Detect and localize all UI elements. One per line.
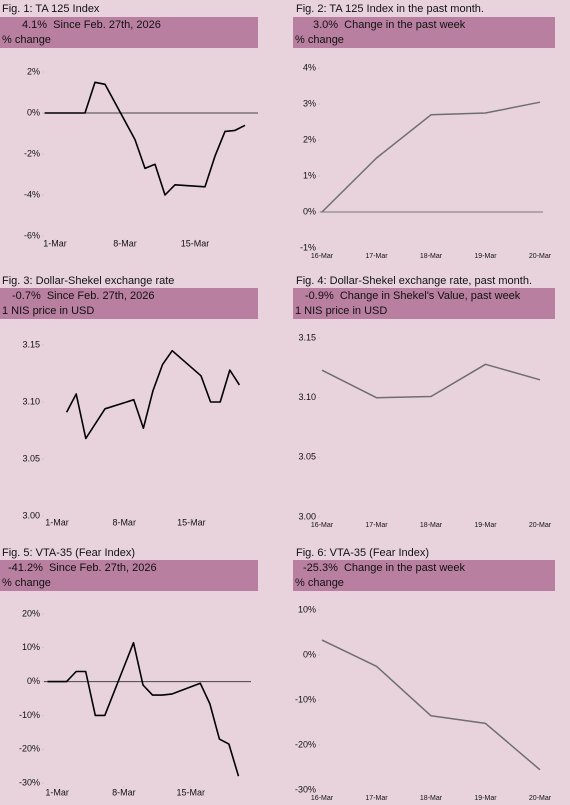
data-line [321,101,541,213]
x-tick-label: 19-Mar [474,522,497,529]
x-tick-label: 18-Mar [420,795,443,802]
unit-label: % change [2,577,51,589]
y-tick-label: -20% [19,744,40,754]
x-tick-label: 1-Mar [45,787,69,797]
y-tick-label: 0% [303,206,316,216]
x-tick-label: 17-Mar [365,522,388,529]
y-tick-label: 1% [303,170,316,180]
y-tick-label: 3.10 [298,392,316,402]
y-tick-label: 3.15 [22,339,40,349]
unit-label: 1 NIS price in USD [295,305,387,317]
data-line [45,81,246,196]
headline: -0.9% Change in Shekel's Value, past wee… [305,290,521,302]
headline-box [293,560,555,591]
headline: -0.7% Since Feb. 27th, 2026 [12,290,154,302]
unit-label: % change [295,577,344,589]
data-line [65,349,241,440]
x-tick-label: 20-Mar [529,522,552,529]
y-tick-label: -20% [295,739,316,749]
x-tick-label: 1-Mar [43,238,67,248]
x-tick-label: 15-Mar [181,238,210,248]
unit-label: 1 NIS price in USD [2,305,94,317]
y-tick-label: 2% [27,66,40,76]
y-tick-label: 3.15 [298,332,316,342]
x-tick-label: 19-Mar [474,253,497,260]
headline-box [293,288,555,319]
data-line [321,363,541,399]
y-tick-label: -10% [295,694,316,704]
headline-box [0,560,258,591]
x-tick-label: 8-Mar [113,238,137,248]
figure-title: Fig. 4: Dollar-Shekel exchange rate, pas… [296,275,532,287]
y-tick-label: 0% [27,676,40,686]
x-tick-label: 20-Mar [529,795,552,802]
y-tick-label: 4% [303,62,316,72]
x-tick-label: 18-Mar [420,522,443,529]
figure-title: Fig. 1: TA 125 Index [2,3,100,15]
x-tick-label: 8-Mar [112,787,136,797]
y-tick-label: 3.10 [22,396,40,406]
x-tick-label: 17-Mar [365,795,388,802]
headline: 3.0% Change in the past week [313,19,466,31]
y-tick-label: 0% [303,649,316,659]
x-tick-label: 20-Mar [529,253,552,260]
y-tick-label: 20% [22,608,40,618]
x-tick-label: 8-Mar [112,517,136,527]
unit-label: % change [295,34,344,46]
headline-box [0,17,258,48]
y-tick-label: 3.05 [298,452,316,462]
y-tick-label: 2% [303,134,316,144]
figure-title: Fig. 2: TA 125 Index in the past month. [296,3,484,15]
headline-box [0,288,258,319]
x-tick-label: 19-Mar [474,795,497,802]
y-tick-label: -4% [24,189,40,199]
headline: -41.2% Since Feb. 27th, 2026 [8,562,157,574]
y-tick-label: 3.00 [22,510,40,520]
x-tick-label: 16-Mar [311,253,334,260]
y-tick-label: 10% [22,642,40,652]
x-tick-label: 16-Mar [311,795,334,802]
headline: -25.3% Change in the past week [303,562,466,574]
data-line [321,639,541,771]
y-tick-label: 3% [303,98,316,108]
y-tick-label: -30% [295,784,316,794]
y-tick-label: 3.00 [298,511,316,521]
figure-title: Fig. 6: VTA-35 (Fear Index) [296,547,429,559]
y-tick-label: -30% [19,777,40,787]
x-tick-label: 1-Mar [45,517,69,527]
y-tick-label: -2% [24,148,40,158]
x-tick-label: 17-Mar [365,253,388,260]
y-tick-label: -6% [24,230,40,240]
x-tick-label: 16-Mar [311,522,334,529]
x-tick-label: 18-Mar [420,253,443,260]
y-tick-label: -1% [300,242,316,252]
headline: 4.1% Since Feb. 27th, 2026 [22,19,161,31]
figure-title: Fig. 3: Dollar-Shekel exchange rate [2,275,174,287]
data-line [47,641,240,777]
x-tick-label: 15-Mar [177,517,206,527]
unit-label: % change [2,34,51,46]
y-tick-label: 10% [298,604,316,614]
y-tick-label: 3.05 [22,453,40,463]
headline-box [293,17,555,48]
y-tick-label: -10% [19,710,40,720]
x-tick-label: 15-Mar [176,787,205,797]
figure-title: Fig. 5: VTA-35 (Fear Index) [2,547,135,559]
y-tick-label: 0% [27,107,40,117]
